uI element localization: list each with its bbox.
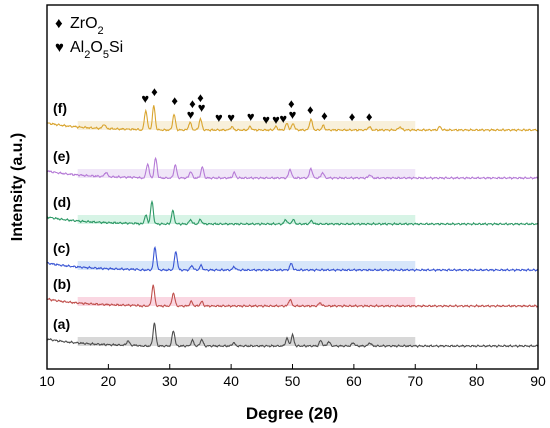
series-label-0: (a)	[53, 316, 70, 332]
series-line-1	[46, 284, 539, 309]
series-label-2: (c)	[53, 240, 70, 256]
legend-label-part: O	[90, 39, 102, 56]
diamond-marker: ♦	[349, 109, 356, 124]
legend-label-part: ZrO	[70, 15, 98, 32]
diamond-marker: ♦	[197, 90, 204, 105]
diamond-marker: ♦	[189, 96, 196, 111]
x-tick-label-5: 60	[346, 373, 362, 389]
legend-label-0: ZrO2	[70, 15, 104, 37]
heart-marker: ♥	[198, 100, 206, 115]
series-line-2	[46, 246, 539, 273]
diamond-marker: ♦	[171, 93, 178, 108]
x-tick-label-2: 30	[162, 373, 178, 389]
x-tick-label-4: 50	[285, 373, 301, 389]
legend-label-1: Al2O5Si	[70, 39, 123, 61]
series-band-4	[77, 169, 416, 178]
plot-frame	[46, 4, 539, 370]
diamond-marker: ♦	[151, 84, 158, 99]
series-lines	[46, 105, 539, 349]
legend-symbol-0: ♦	[55, 15, 63, 32]
series-label-5: (f)	[53, 100, 67, 116]
heart-marker: ♥	[262, 112, 270, 127]
legend-label-part: Si	[109, 39, 123, 56]
legend: ♦ ZrO2♥ Al2O5Si	[55, 15, 123, 61]
x-tick-label-8: 90	[530, 373, 546, 389]
heart-marker: ♥	[187, 107, 195, 122]
x-tick-label-7: 80	[469, 373, 485, 389]
heart-marker: ♥	[247, 109, 255, 124]
series-label-4: (e)	[53, 148, 70, 164]
legend-label-part: 5	[103, 49, 109, 61]
heart-marker: ♥	[141, 91, 149, 106]
series-band-0	[77, 337, 416, 346]
heart-marker: ♥	[289, 107, 297, 122]
heart-marker: ♥	[215, 110, 223, 125]
x-axis-label: Degree (2θ)	[246, 404, 338, 423]
x-tick-label-6: 70	[407, 373, 423, 389]
heart-marker: ♥	[227, 110, 235, 125]
heart-marker: ♥	[272, 112, 280, 127]
x-tick-label-0: 10	[39, 373, 55, 389]
legend-label-part: 2	[98, 25, 104, 37]
series-label-3: (d)	[53, 194, 71, 210]
series-line-0	[46, 322, 539, 349]
series-label-1: (b)	[53, 276, 71, 292]
series-band-2	[77, 261, 416, 270]
x-tick-label-1: 20	[101, 373, 117, 389]
series-band-5	[77, 121, 416, 130]
series-labels: (a) (b) (c) (d) (e) (f)	[53, 100, 71, 332]
series-line-5	[46, 105, 539, 132]
shaded-bands	[77, 121, 416, 346]
series-line-3	[46, 199, 538, 227]
diamond-marker: ♦	[307, 102, 314, 117]
y-axis-label: Intensity (a.u.)	[9, 133, 26, 241]
legend-label-part: 2	[84, 49, 90, 61]
diamond-marker: ♦	[366, 109, 373, 124]
heart-marker: ♥	[279, 111, 287, 126]
series-band-1	[77, 297, 416, 306]
x-tick-label-3: 40	[223, 373, 239, 389]
x-axis-ticks: 10 20 30 40 50 60 70 80 90	[39, 364, 546, 389]
legend-label-part: Al	[70, 39, 84, 56]
diamond-marker: ♦	[288, 96, 295, 111]
diamond-marker: ♦	[321, 108, 328, 123]
legend-symbol-1: ♥	[55, 39, 64, 56]
series-band-3	[77, 215, 416, 224]
series-line-4	[46, 156, 539, 181]
peak-markers: ♦♦ ♦ ♦ ♦ ♦ ♦ ♦ ♦♥♥ ♥♥ ♥ ♥ ♥ ♥ ♥ ♥	[141, 84, 373, 127]
